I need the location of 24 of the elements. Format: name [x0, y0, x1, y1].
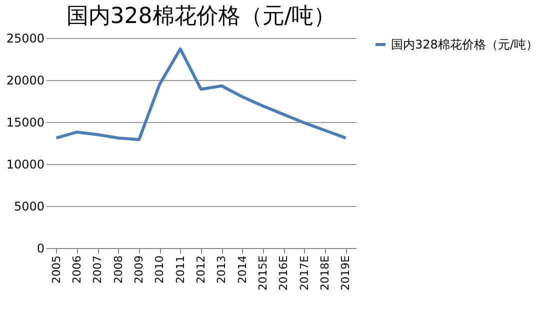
legend-label: 国内328棉花价格（元/吨）: [391, 38, 538, 52]
x-tick-label: 2018E: [318, 255, 332, 290]
x-tick-label: 2011: [174, 256, 187, 284]
x-tick-label: 2014: [236, 256, 249, 284]
line-series: [54, 47, 348, 142]
y-tick-label: 15000: [6, 116, 44, 130]
x-tick-label: 2005: [50, 256, 63, 284]
x-tick-label: 2013: [215, 256, 228, 284]
y-tick-label: 20000: [6, 74, 44, 88]
x-tick-label: 2015E: [256, 255, 270, 290]
x-tick-label: 2009: [132, 256, 146, 284]
x-tick-label: 2008: [112, 256, 125, 284]
x-tick-label: 2010: [153, 256, 166, 284]
y-tick-label: 5000: [14, 200, 44, 214]
x-tick-label: 2016E: [277, 255, 290, 290]
chart-title: 国内328棉花价格（元/吨）: [66, 4, 336, 29]
x-tick-label: 2019E: [339, 255, 352, 290]
y-tick-label: 0: [36, 242, 44, 256]
x-tick-label: 2007: [91, 256, 104, 284]
x-tick-label: 2006: [70, 256, 84, 284]
x-tick-label: 2012: [194, 256, 208, 284]
y-tick-label: 10000: [6, 158, 44, 172]
x-tick-label: 2017E: [298, 255, 311, 290]
y-tick-label: 25000: [6, 32, 44, 46]
